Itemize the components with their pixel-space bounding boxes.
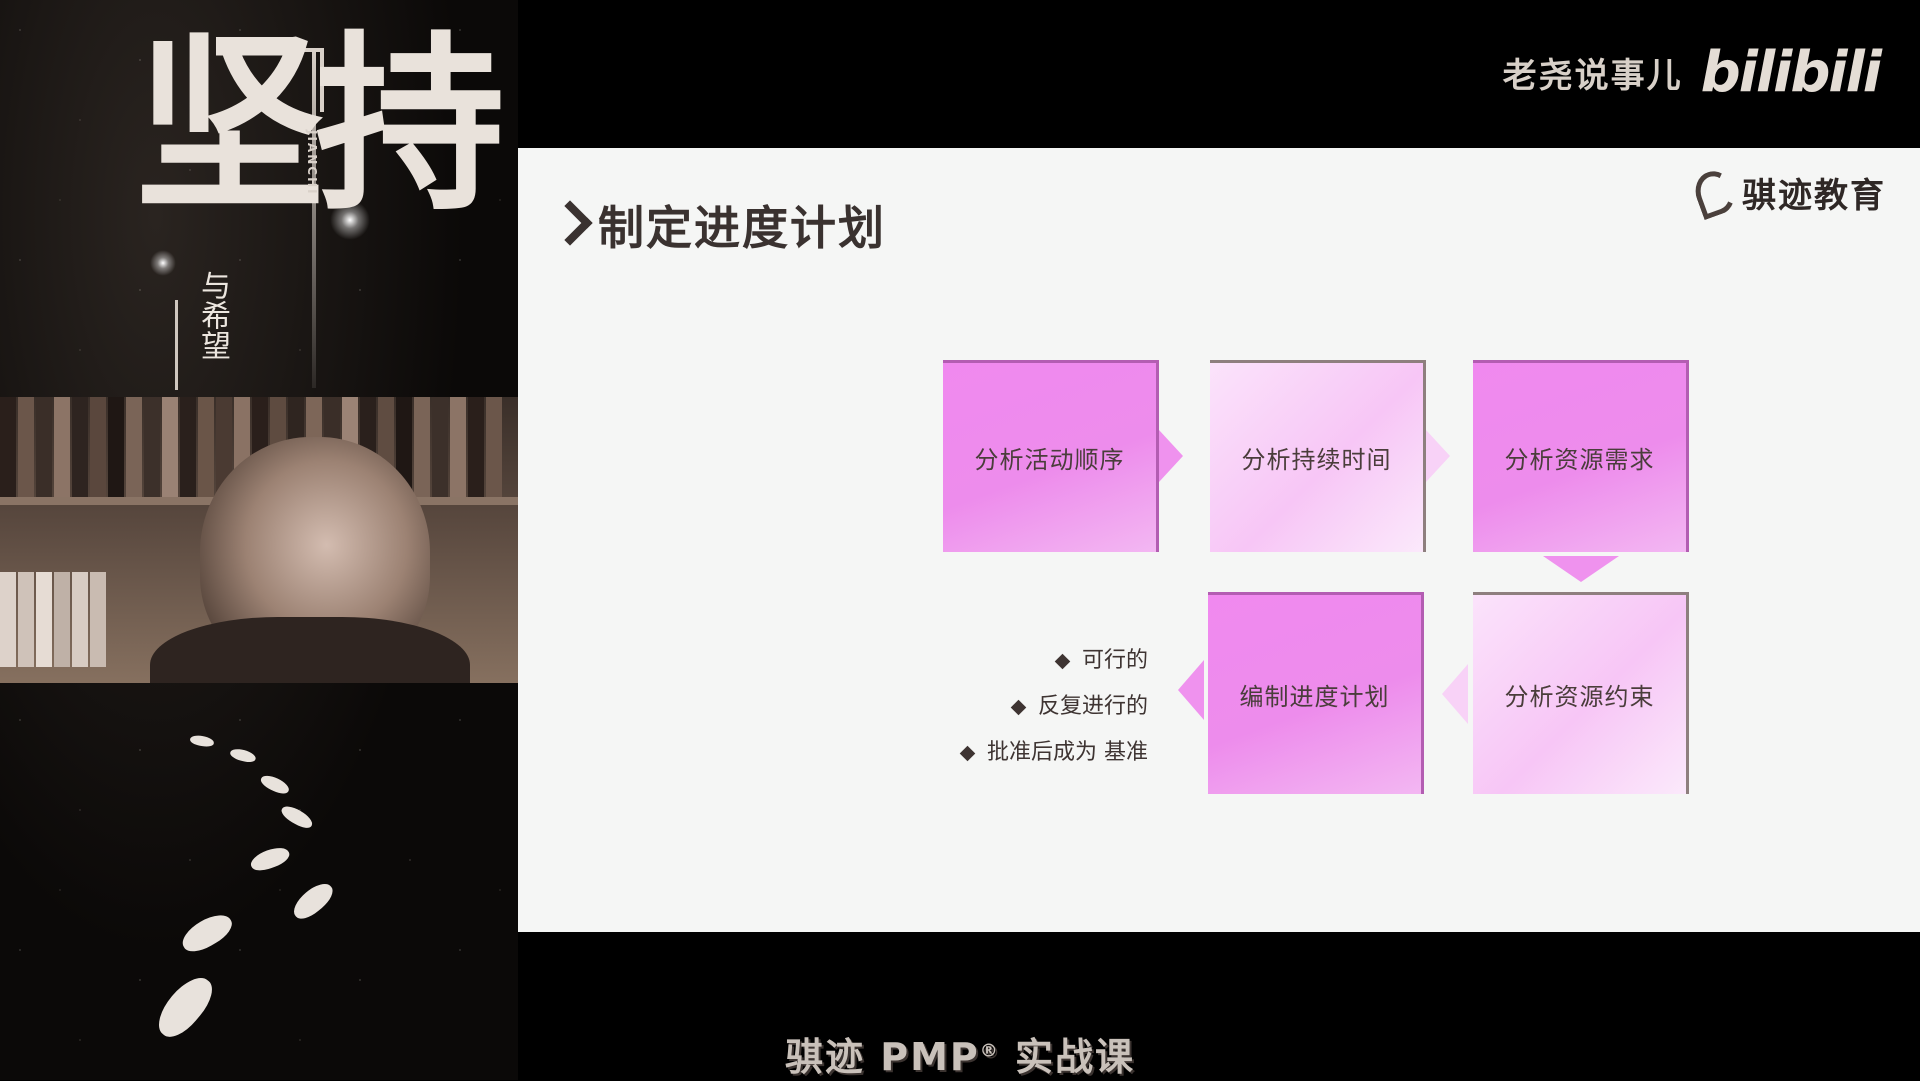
- channel-watermark: 老尧说事儿 bilibili: [1502, 40, 1882, 105]
- arrow-right-icon: [1159, 430, 1183, 482]
- process-step-duration: 分析持续时间: [1210, 360, 1426, 552]
- diamond-icon: [959, 745, 976, 761]
- slide-title: 制定进度计划: [598, 201, 886, 255]
- presenter-body: [150, 617, 470, 683]
- poster-pinyin: JIANCHI: [305, 130, 319, 196]
- process-step-label: 分析持续时间: [1241, 446, 1392, 474]
- arrow-left-icon: [1178, 660, 1204, 720]
- webcam-feed: [0, 397, 518, 683]
- process-step-resource-constraints: 分析资源约束: [1473, 592, 1689, 794]
- caption-main: 骐迹 PMP: [785, 1035, 980, 1079]
- poster-bracket: [240, 48, 324, 112]
- course-caption: 骐迹 PMP® 实战课: [0, 1026, 1920, 1081]
- bullet-item: 批准后成为 基准: [959, 730, 1148, 776]
- arrow-left-icon: [1442, 664, 1468, 724]
- slide-header: 制定进度计划: [552, 192, 886, 258]
- channel-name: 老尧说事儿: [1502, 56, 1683, 96]
- bilibili-logo: bilibili: [1700, 40, 1882, 105]
- arrow-right-icon: [1426, 430, 1450, 482]
- bullet-item: 反复进行的: [962, 684, 1148, 730]
- diamond-icon: [1010, 699, 1027, 715]
- caption-registered: ®: [979, 1040, 1000, 1062]
- star-glow: [330, 200, 370, 240]
- star-glow: [150, 250, 176, 276]
- process-step-resource-needs: 分析资源需求: [1473, 360, 1689, 552]
- bookshelf-bottom: [0, 572, 106, 667]
- caption-suffix: 实战课: [999, 1035, 1135, 1079]
- brand-mark-icon: [1689, 165, 1741, 220]
- brand-name: 骐迹教育: [1742, 176, 1886, 216]
- poster-divider: [175, 300, 178, 390]
- process-step-label: 分析资源需求: [1504, 446, 1655, 474]
- process-step-label: 分析活动顺序: [974, 446, 1125, 474]
- process-step-label: 分析资源约束: [1504, 683, 1655, 711]
- schedule-properties: 可行的 反复进行的 批准后成为 基准: [959, 638, 1148, 776]
- footprints-graphic: [149, 730, 450, 1060]
- poster-subtitle: 与希望: [195, 270, 230, 360]
- bullet-item: 可行的: [962, 638, 1148, 684]
- arrow-down-icon: [1543, 556, 1619, 582]
- chevron-right-icon: [552, 203, 580, 247]
- process-step-schedule: 编制进度计划: [1208, 592, 1424, 794]
- process-step-label: 编制进度计划: [1239, 683, 1390, 711]
- poster-title: 坚持: [135, 13, 505, 236]
- process-step-sequence: 分析活动顺序: [943, 360, 1159, 552]
- slide: 制定进度计划 骐迹教育 分析活动顺序 分析持续时间 分析资源需求 分析资源约束 …: [518, 148, 1920, 932]
- brand-logo: 骐迹教育: [1689, 165, 1886, 220]
- diamond-icon: [1054, 653, 1071, 669]
- poster-bracket-line: [312, 48, 316, 388]
